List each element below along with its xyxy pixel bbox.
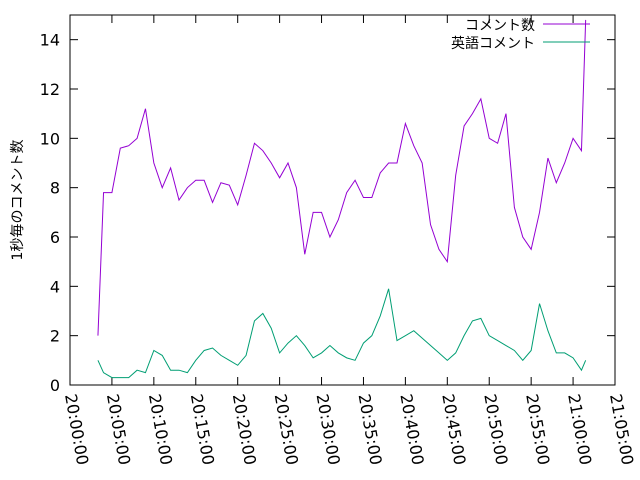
x-tick-label: 20:45:00 — [438, 392, 469, 466]
y-tick-label: 8 — [50, 179, 60, 198]
y-tick-label: 2 — [50, 327, 60, 346]
x-tick-label: 20:35:00 — [355, 392, 386, 466]
y-tick-label: 10 — [40, 129, 60, 148]
x-tick-label: 20:05:00 — [103, 392, 134, 466]
series-line — [97, 288, 587, 379]
x-tick-label: 21:05:00 — [606, 392, 637, 466]
x-tick-label: 20:10:00 — [145, 392, 176, 466]
y-tick-label: 14 — [40, 31, 60, 50]
y-tick-label: 6 — [50, 228, 60, 247]
plot-border — [69, 14, 616, 386]
x-tick-label: 20:00:00 — [61, 392, 92, 466]
x-tick-label: 20:50:00 — [480, 392, 511, 466]
series-line — [97, 19, 587, 336]
y-tick-label: 12 — [40, 80, 60, 99]
y-tick-label: 4 — [50, 277, 60, 296]
legend-label: コメント数 — [465, 18, 535, 34]
y-tick-label: 0 — [50, 376, 60, 395]
y-axis-label: 1秒毎のコメント数 — [10, 140, 26, 261]
x-tick-label: 21:00:00 — [564, 392, 595, 466]
x-tick-label: 20:20:00 — [229, 392, 260, 466]
x-tick-label: 20:25:00 — [271, 392, 302, 466]
legend-label: 英語コメント — [451, 35, 535, 52]
x-tick-label: 20:15:00 — [187, 392, 218, 466]
x-tick-label: 20:40:00 — [396, 392, 427, 466]
x-tick-label: 20:30:00 — [313, 392, 344, 466]
x-tick-label: 20:55:00 — [522, 392, 553, 466]
